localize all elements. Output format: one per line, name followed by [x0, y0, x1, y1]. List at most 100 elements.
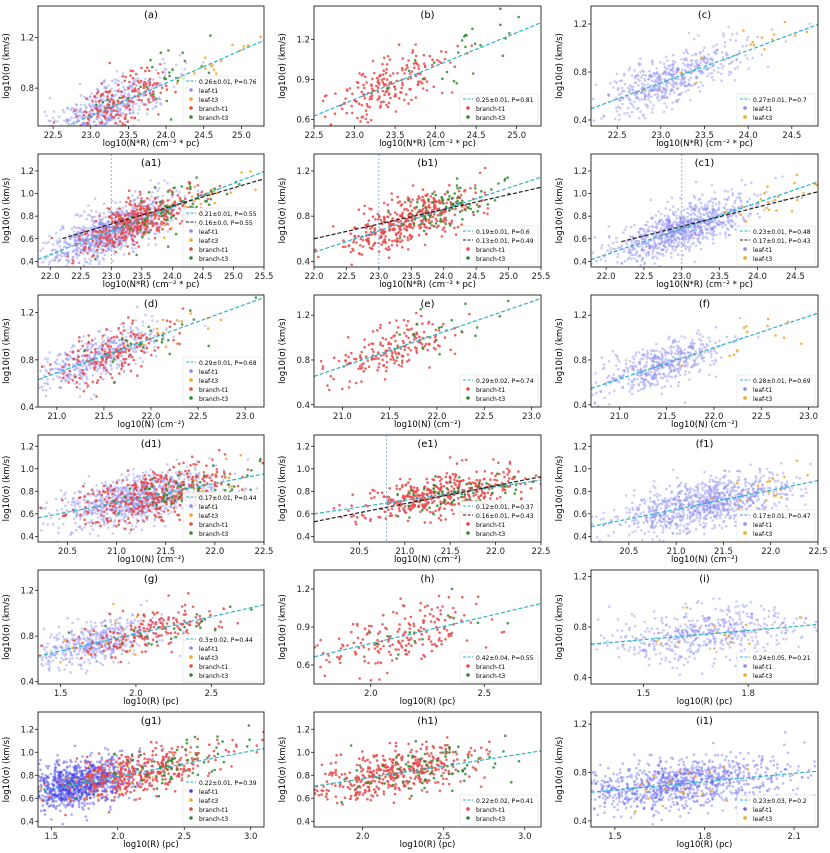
point-branch-t1: [386, 90, 389, 93]
legend-entry: 0.13±0.01, P=0.49: [476, 238, 534, 245]
point-leaf-t3: [791, 210, 794, 213]
point-leaf-t1: [631, 75, 634, 78]
legend-dot-swatch: [189, 106, 193, 110]
point-leaf-t1: [55, 126, 58, 129]
point-leaf-t1: [652, 252, 655, 255]
point-branch-t1: [364, 224, 367, 227]
point-leaf-t1: [150, 195, 153, 198]
point-leaf-t1: [736, 32, 739, 35]
point-leaf-t1: [741, 45, 744, 48]
point-leaf-t1: [154, 243, 157, 246]
point-leaf-t3: [768, 209, 771, 212]
point-leaf-t1: [60, 124, 63, 127]
point-branch-t1: [96, 231, 99, 234]
point-leaf-t1: [204, 325, 207, 328]
panel-title: (c): [698, 10, 711, 21]
point-branch-t1: [131, 238, 134, 241]
point-branch-t1: [109, 113, 112, 116]
point-leaf-t1: [72, 127, 75, 130]
point-branch-t1: [114, 122, 117, 125]
point-leaf-t1: [682, 62, 685, 65]
point-leaf-t1: [133, 351, 136, 354]
point-leaf-t1: [623, 74, 626, 77]
point-leaf-t1: [110, 110, 113, 113]
point-leaf-t1: [98, 263, 101, 266]
point-branch-t3: [209, 34, 212, 37]
point-leaf-t1: [95, 210, 98, 213]
x-tick-label: 22.5: [337, 272, 356, 282]
point-leaf-t1: [683, 218, 686, 221]
point-branch-t1: [374, 218, 377, 221]
point-branch-t3: [170, 118, 173, 121]
point-leaf-t1: [689, 99, 692, 102]
point-leaf-t1: [168, 219, 171, 222]
point-branch-t1: [369, 247, 372, 250]
point-leaf-t1: [670, 256, 673, 259]
point-leaf-t1: [669, 209, 672, 212]
point-branch-t1: [366, 105, 369, 108]
legend-entry: leaf-t1: [199, 88, 218, 95]
point-branch-t1: [136, 232, 139, 235]
point-leaf-t1: [92, 121, 95, 124]
point-leaf-t1: [661, 87, 664, 90]
point-leaf-t1: [155, 355, 158, 358]
point-branch-t1: [370, 84, 373, 87]
point-leaf-t1: [687, 228, 690, 231]
point-leaf-t1: [618, 119, 621, 122]
point-branch-t1: [132, 77, 135, 80]
point-leaf-t1: [154, 105, 157, 108]
point-leaf-t1: [95, 101, 98, 104]
point-branch-t1: [109, 90, 112, 93]
legend-dot-swatch: [189, 256, 193, 260]
point-leaf-t1: [712, 79, 715, 82]
point-leaf-t1: [620, 92, 623, 95]
point-branch-t3: [414, 59, 417, 62]
point-leaf-t1: [721, 226, 724, 229]
point-leaf-t1: [632, 106, 635, 109]
point-leaf-t1: [683, 235, 686, 238]
point-leaf-t1: [656, 247, 659, 250]
point-branch-t3: [487, 203, 490, 206]
point-branch-t1: [128, 81, 131, 84]
point-leaf-t1: [123, 92, 126, 95]
point-leaf-t1: [631, 236, 634, 239]
point-leaf-t1: [46, 360, 49, 363]
x-tick-label: 25.5: [255, 272, 274, 282]
point-leaf-t1: [102, 370, 105, 373]
point-branch-t1: [158, 218, 161, 221]
point-leaf-t1: [741, 179, 744, 182]
point-branch-t1: [131, 234, 134, 237]
point-branch-t1: [441, 92, 444, 95]
point-leaf-t1: [55, 232, 58, 235]
point-branch-t3: [508, 32, 511, 35]
point-leaf-t1: [673, 242, 676, 245]
point-branch-t1: [358, 102, 361, 105]
point-leaf-t1: [52, 378, 55, 381]
point-leaf-t1: [572, 111, 575, 114]
point-branch-t1: [98, 237, 101, 240]
point-leaf-t1: [653, 74, 656, 77]
point-leaf-t1: [646, 104, 649, 107]
point-leaf-t1: [73, 226, 76, 229]
point-branch-t1: [161, 87, 164, 90]
point-branch-t1: [124, 117, 127, 120]
point-branch-t1: [398, 231, 401, 234]
point-branch-t1: [444, 230, 447, 233]
point-leaf-t1: [626, 243, 629, 246]
point-branch-t1: [369, 98, 372, 101]
point-branch-t1: [162, 201, 165, 204]
point-leaf-t1: [702, 237, 705, 240]
point-leaf-t1: [673, 220, 676, 223]
point-leaf-t1: [125, 242, 128, 245]
point-leaf-t1: [663, 242, 666, 245]
point-branch-t1: [376, 81, 379, 84]
point-leaf-t1: [635, 81, 638, 84]
point-branch-t1: [360, 238, 363, 241]
point-branch-t3: [411, 214, 414, 217]
point-branch-t1: [143, 84, 146, 87]
point-branch-t1: [388, 102, 391, 105]
point-leaf-t1: [708, 72, 711, 75]
point-branch-t1: [394, 211, 397, 214]
point-branch-t1: [324, 116, 327, 119]
